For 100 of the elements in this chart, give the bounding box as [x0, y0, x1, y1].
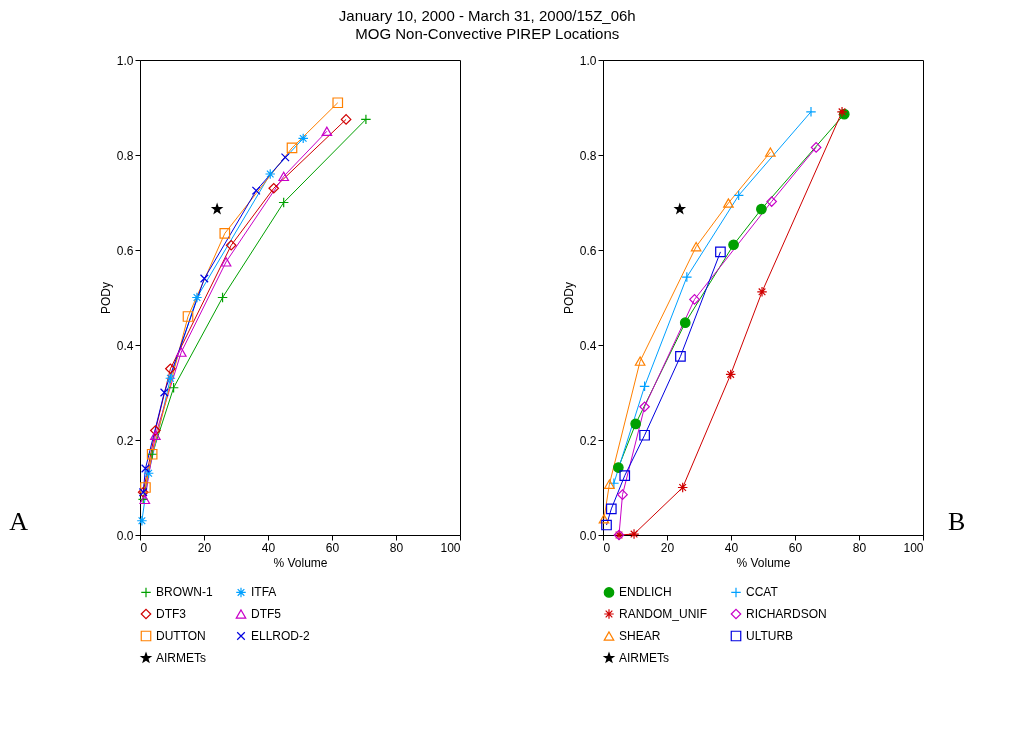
- point: [140, 482, 151, 493]
- point: [674, 203, 685, 214]
- point: [810, 142, 822, 153]
- point: [756, 203, 767, 215]
- point: [199, 274, 209, 283]
- point: [601, 519, 612, 531]
- point: [168, 382, 179, 394]
- y-tick-label: 0.4: [116, 338, 134, 353]
- point: [217, 292, 228, 303]
- point: [182, 311, 194, 322]
- x-tick-label: 80: [852, 540, 867, 555]
- point: [677, 482, 689, 493]
- point: [264, 168, 276, 180]
- y-tick-label: 0.8: [579, 148, 597, 163]
- point: [165, 372, 176, 384]
- y-tick-label: 0.0: [579, 528, 597, 543]
- point: [604, 479, 615, 489]
- point: [286, 142, 298, 154]
- point: [191, 292, 203, 303]
- y-axis-title: PODy: [561, 281, 576, 315]
- point: [675, 351, 686, 362]
- y-tick-label: 0.4: [579, 338, 597, 353]
- y-tick-label: 0.6: [116, 243, 134, 258]
- x-tick-label: 20: [197, 540, 212, 555]
- point: [175, 347, 187, 357]
- y-tick-label: 0.0: [116, 528, 134, 543]
- x-tick-label: 0: [603, 540, 611, 555]
- point: [280, 152, 290, 162]
- point: [613, 462, 624, 473]
- legend-label: RICHARDSON: [746, 607, 827, 621]
- y-tick-label: 0.2: [579, 433, 597, 448]
- point: [278, 171, 290, 182]
- legend-label: AIRMETs: [156, 651, 207, 665]
- point: [766, 196, 777, 207]
- y-tick-label: 0.8: [116, 148, 134, 163]
- point: [619, 470, 631, 481]
- legend-label: ULTURB: [746, 629, 794, 643]
- x-axis-title: % Volume: [273, 555, 328, 570]
- x-axis-title: % Volume: [736, 555, 791, 570]
- legend-label: ITFA: [251, 585, 277, 600]
- legend-label: SHEAR: [619, 629, 661, 643]
- point: [360, 114, 372, 125]
- legend-label: DTF5: [251, 607, 282, 621]
- point: [679, 317, 691, 329]
- point: [723, 198, 734, 208]
- point: [805, 106, 817, 118]
- point: [756, 286, 768, 298]
- point: [340, 114, 352, 125]
- point: [634, 356, 646, 366]
- x-tick-label: 60: [325, 540, 340, 555]
- point: [225, 239, 237, 251]
- point: [150, 430, 161, 440]
- legend-label: AIRMETs: [619, 651, 670, 665]
- point: [219, 228, 231, 239]
- point: [715, 246, 726, 258]
- point: [141, 464, 150, 473]
- y-tick-label: 1.0: [579, 53, 597, 68]
- y-tick-label: 0.6: [579, 243, 597, 258]
- point: [278, 197, 290, 208]
- legend-label: RANDOM_UNIF: [619, 607, 708, 621]
- point: [332, 97, 344, 109]
- point: [690, 241, 702, 252]
- x-tick-label: 40: [724, 540, 739, 555]
- point: [605, 503, 617, 515]
- point: [639, 380, 650, 392]
- legend-label: CCAT: [746, 585, 779, 600]
- point: [165, 363, 176, 375]
- legend-label: DTF3: [156, 607, 187, 621]
- text: B: [948, 507, 966, 536]
- x-tick-label: 100: [903, 540, 924, 555]
- point: [150, 425, 161, 436]
- legend-label: ENDLICH: [619, 585, 672, 600]
- legend-label: ELLROD-2: [251, 629, 311, 643]
- point: [733, 190, 745, 201]
- y-tick-label: 1.0: [116, 53, 134, 68]
- x-tick-label: 20: [660, 540, 675, 555]
- legend-label: BROWN-1: [156, 585, 213, 600]
- y-tick-label: 0.2: [116, 433, 134, 448]
- point: [630, 418, 641, 430]
- x-tick-label: 40: [261, 540, 276, 555]
- x-tick-label: 100: [440, 540, 461, 555]
- point: [681, 271, 693, 283]
- legend-label: DUTTON: [156, 629, 206, 643]
- y-axis-title: PODy: [98, 281, 113, 315]
- point: [268, 182, 280, 194]
- point: [689, 294, 700, 305]
- point: [728, 239, 739, 251]
- point: [639, 429, 650, 441]
- point: [628, 528, 640, 540]
- x-tick-label: 0: [140, 540, 148, 555]
- point: [297, 133, 309, 144]
- x-tick-label: 80: [389, 540, 404, 555]
- point: [220, 257, 232, 267]
- point: [598, 514, 610, 524]
- point: [765, 147, 776, 157]
- chart-subtitle: MOG Non-Convective PIREP Locations: [355, 24, 620, 42]
- point: [251, 186, 261, 196]
- point: [617, 489, 628, 500]
- chart-title: January 10, 2000 - March 31, 2000/15Z_06h: [338, 6, 636, 24]
- point: [143, 467, 154, 479]
